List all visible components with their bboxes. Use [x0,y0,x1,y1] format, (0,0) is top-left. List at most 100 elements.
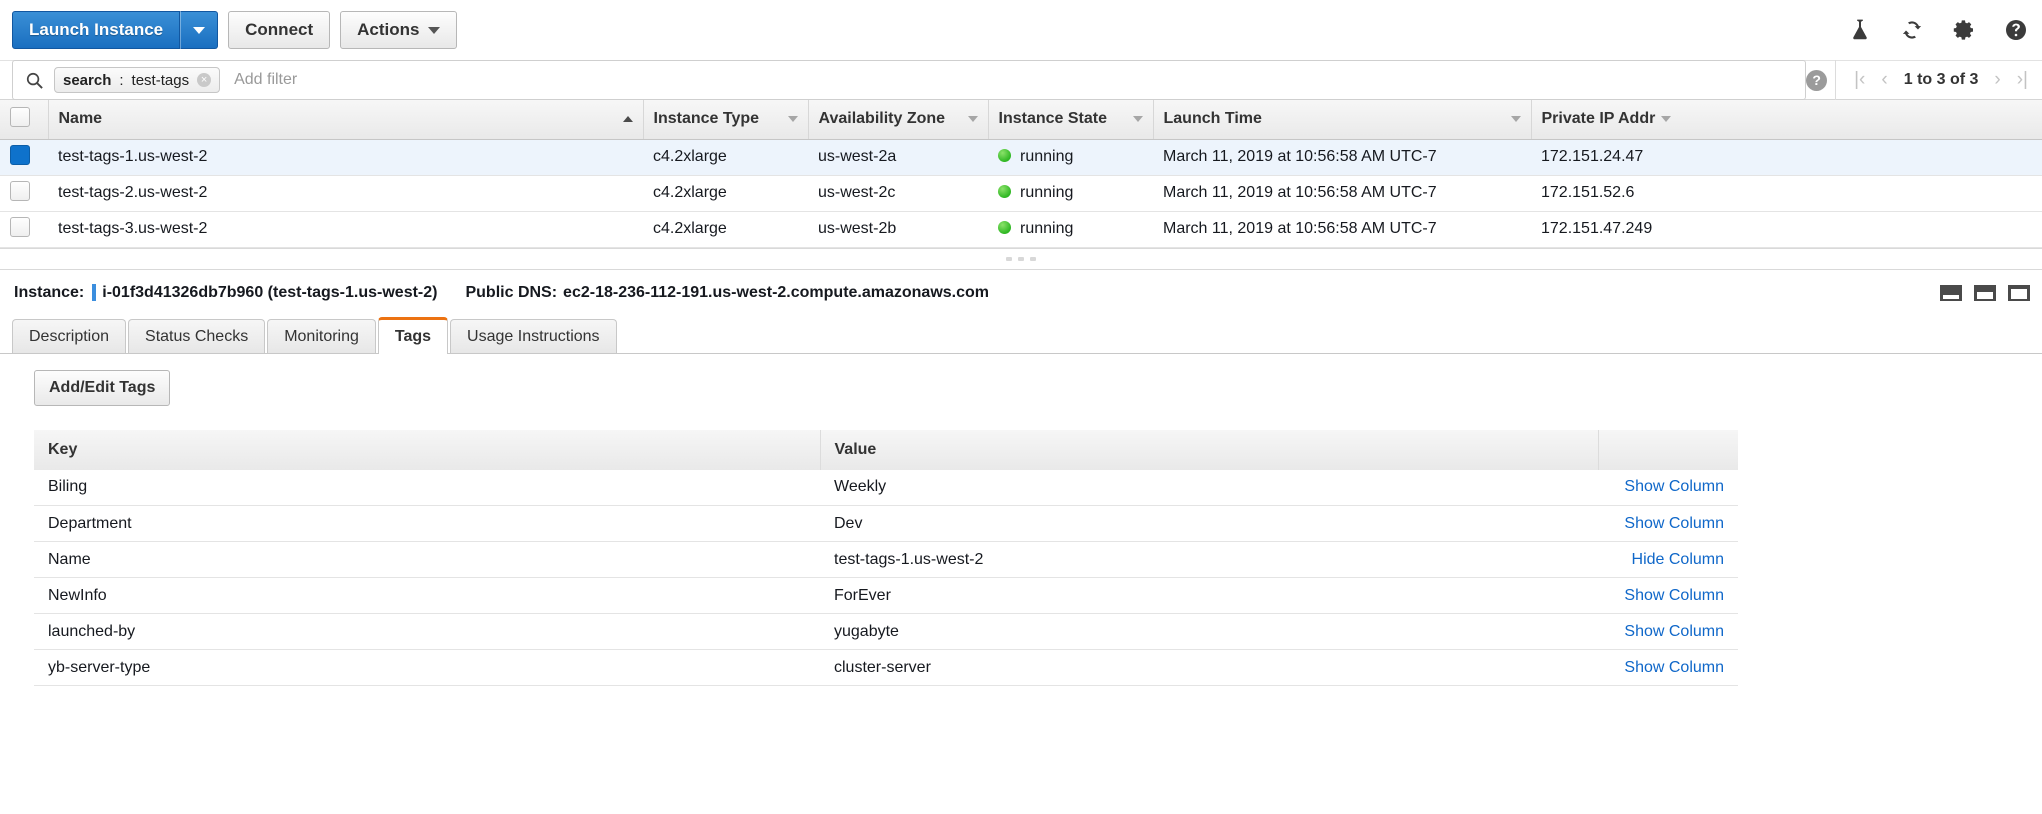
add-filter-placeholder[interactable]: Add filter [234,71,298,88]
cell-name: test-tags-3.us-west-2 [48,211,643,248]
launch-instance-button-group: Launch Instance [12,11,219,49]
public-dns-label: Public DNS: [465,283,558,301]
connect-button[interactable]: Connect [228,11,331,49]
tag-action-cell: Show Column [1598,505,1738,542]
table-row: Biling Weekly Show Column [34,469,1738,506]
sort-ascending-icon [622,116,633,123]
cell-availability-zone: us-west-2b [808,211,988,248]
cell-launch-time: March 11, 2019 at 10:56:58 AM UTC-7 [1153,175,1531,212]
column-header-instance-type[interactable]: Instance Type [642,100,808,140]
panel-medium-icon[interactable] [1974,284,1996,301]
toggle-column-link[interactable]: Show Column [1624,586,1724,604]
toggle-column-link[interactable]: Show Column [1624,478,1724,496]
panel-small-icon[interactable] [1940,284,1962,301]
tab-monitoring[interactable]: Monitoring [267,318,376,353]
table-row[interactable]: test-tags-3.us-west-2 c4.2xlarge us-west… [0,211,2042,248]
column-header-launch-time[interactable]: Launch Time [1152,100,1531,140]
select-all-checkbox[interactable] [10,106,30,127]
column-header-private-ip[interactable]: Private IP Addr [1530,100,2042,140]
panel-splitter[interactable] [0,247,2042,270]
column-header-availability-zone[interactable]: Availability Zone [807,100,988,140]
tab-description[interactable]: Description [12,318,127,353]
grip-dot-icon [1030,256,1036,261]
chevron-down-icon [1510,116,1521,123]
filter-bar: search : test-tags × Add filter ? |‹ ‹ 1… [0,60,2042,100]
cell-private-ip: 172.151.52.6 [1531,175,2042,212]
row-select-cell [0,175,48,212]
connect-button-label: Connect [245,20,314,39]
instances-table: Name Instance Type Availability Zone Ins… [0,100,2042,248]
launch-instance-dropdown-button[interactable] [180,11,219,49]
refresh-icon[interactable] [1900,18,1924,42]
tags-column-header-key: Key [34,429,820,470]
add-edit-tags-button[interactable]: Add/Edit Tags [34,369,171,406]
toggle-column-link[interactable]: Hide Column [1631,550,1724,568]
column-header-instance-state[interactable]: Instance State [987,100,1153,140]
table-row[interactable]: test-tags-2.us-west-2 c4.2xlarge us-west… [0,175,2042,212]
launch-instance-button[interactable]: Launch Instance [12,11,181,49]
chevron-down-icon [193,26,206,34]
table-row: yb-server-type cluster-server Show Colum… [34,649,1738,686]
tag-action-cell: Hide Column [1598,541,1738,578]
cell-instance-type: c4.2xlarge [643,211,808,248]
row-checkbox[interactable] [10,144,30,165]
tags-table: Key Value Biling Weekly Show Column Depa… [34,429,1738,686]
tags-column-header-value: Value [819,429,1598,470]
pagination-prev-button[interactable]: ‹ [1881,69,1888,90]
search-filter-input[interactable]: search : test-tags × Add filter [12,60,1807,100]
table-row: Department Dev Show Column [34,505,1738,542]
tab-usage-instructions[interactable]: Usage Instructions [450,318,617,353]
pagination-last-button[interactable]: ›| [2016,69,2028,90]
selection-indicator [92,284,97,301]
filter-help-icon[interactable]: ? [1806,69,1828,91]
instances-table-header-row: Name Instance Type Availability Zone Ins… [0,100,2042,140]
panel-large-icon[interactable] [2008,284,2030,301]
chevron-down-icon [428,26,441,34]
tag-action-cell: Show Column [1598,649,1738,686]
tags-panel: Add/Edit Tags Key Value Biling Weekly Sh… [0,354,2042,686]
column-header-availability-zone-label: Availability Zone [818,110,946,128]
row-checkbox[interactable] [10,216,30,237]
column-header-private-ip-label: Private IP Addr [1541,110,1656,128]
cell-instance-type: c4.2xlarge [643,175,808,212]
filter-token-value: test-tags [131,71,190,89]
cell-availability-zone: us-west-2c [808,175,988,212]
status-badge [998,149,1011,162]
close-icon[interactable]: × [197,73,212,87]
tag-action-cell: Show Column [1598,613,1738,650]
toggle-column-link[interactable]: Show Column [1624,622,1724,640]
tag-key: Department [34,505,820,542]
search-icon [26,72,43,89]
flask-icon[interactable] [1848,18,1872,42]
cell-availability-zone: us-west-2a [808,139,988,176]
table-row[interactable]: test-tags-1.us-west-2 c4.2xlarge us-west… [0,139,2042,176]
chevron-down-icon [1661,116,1672,123]
toggle-column-link[interactable]: Show Column [1624,658,1724,676]
toolbar-icon-group [1848,0,2028,60]
pagination-next-button[interactable]: › [1994,69,2001,90]
pagination: |‹ ‹ 1 to 3 of 3 › ›| [1835,60,2042,100]
filter-token-search[interactable]: search : test-tags × [54,67,221,93]
tag-action-cell: Show Column [1598,577,1738,614]
tab-status-checks[interactable]: Status Checks [128,318,266,353]
cell-launch-time: March 11, 2019 at 10:56:58 AM UTC-7 [1153,211,1531,248]
tag-key: NewInfo [34,577,820,614]
cell-instance-state: running [988,175,1153,212]
tag-value: yugabyte [820,613,1598,650]
table-row: launched-by yugabyte Show Column [34,613,1738,650]
chevron-down-icon [787,116,798,123]
status-badge [998,221,1011,234]
public-dns-value[interactable]: ec2-18-236-112-191.us-west-2.compute.ama… [563,283,990,301]
toggle-column-link[interactable]: Show Column [1624,514,1724,532]
instance-id-value[interactable]: i-01f3d41326db7b960 (test-tags-1.us-west… [102,283,438,301]
tag-key: Name [34,541,820,578]
gear-icon[interactable] [1952,18,1976,42]
row-checkbox[interactable] [10,180,30,201]
help-icon[interactable] [2004,18,2028,42]
column-header-name[interactable]: Name [47,100,643,140]
cell-instance-state: running [988,139,1153,176]
tab-tags[interactable]: Tags [377,316,449,354]
actions-button[interactable]: Actions [340,11,458,49]
pagination-first-button[interactable]: |‹ [1854,69,1866,90]
filter-token-key: search [63,71,112,89]
